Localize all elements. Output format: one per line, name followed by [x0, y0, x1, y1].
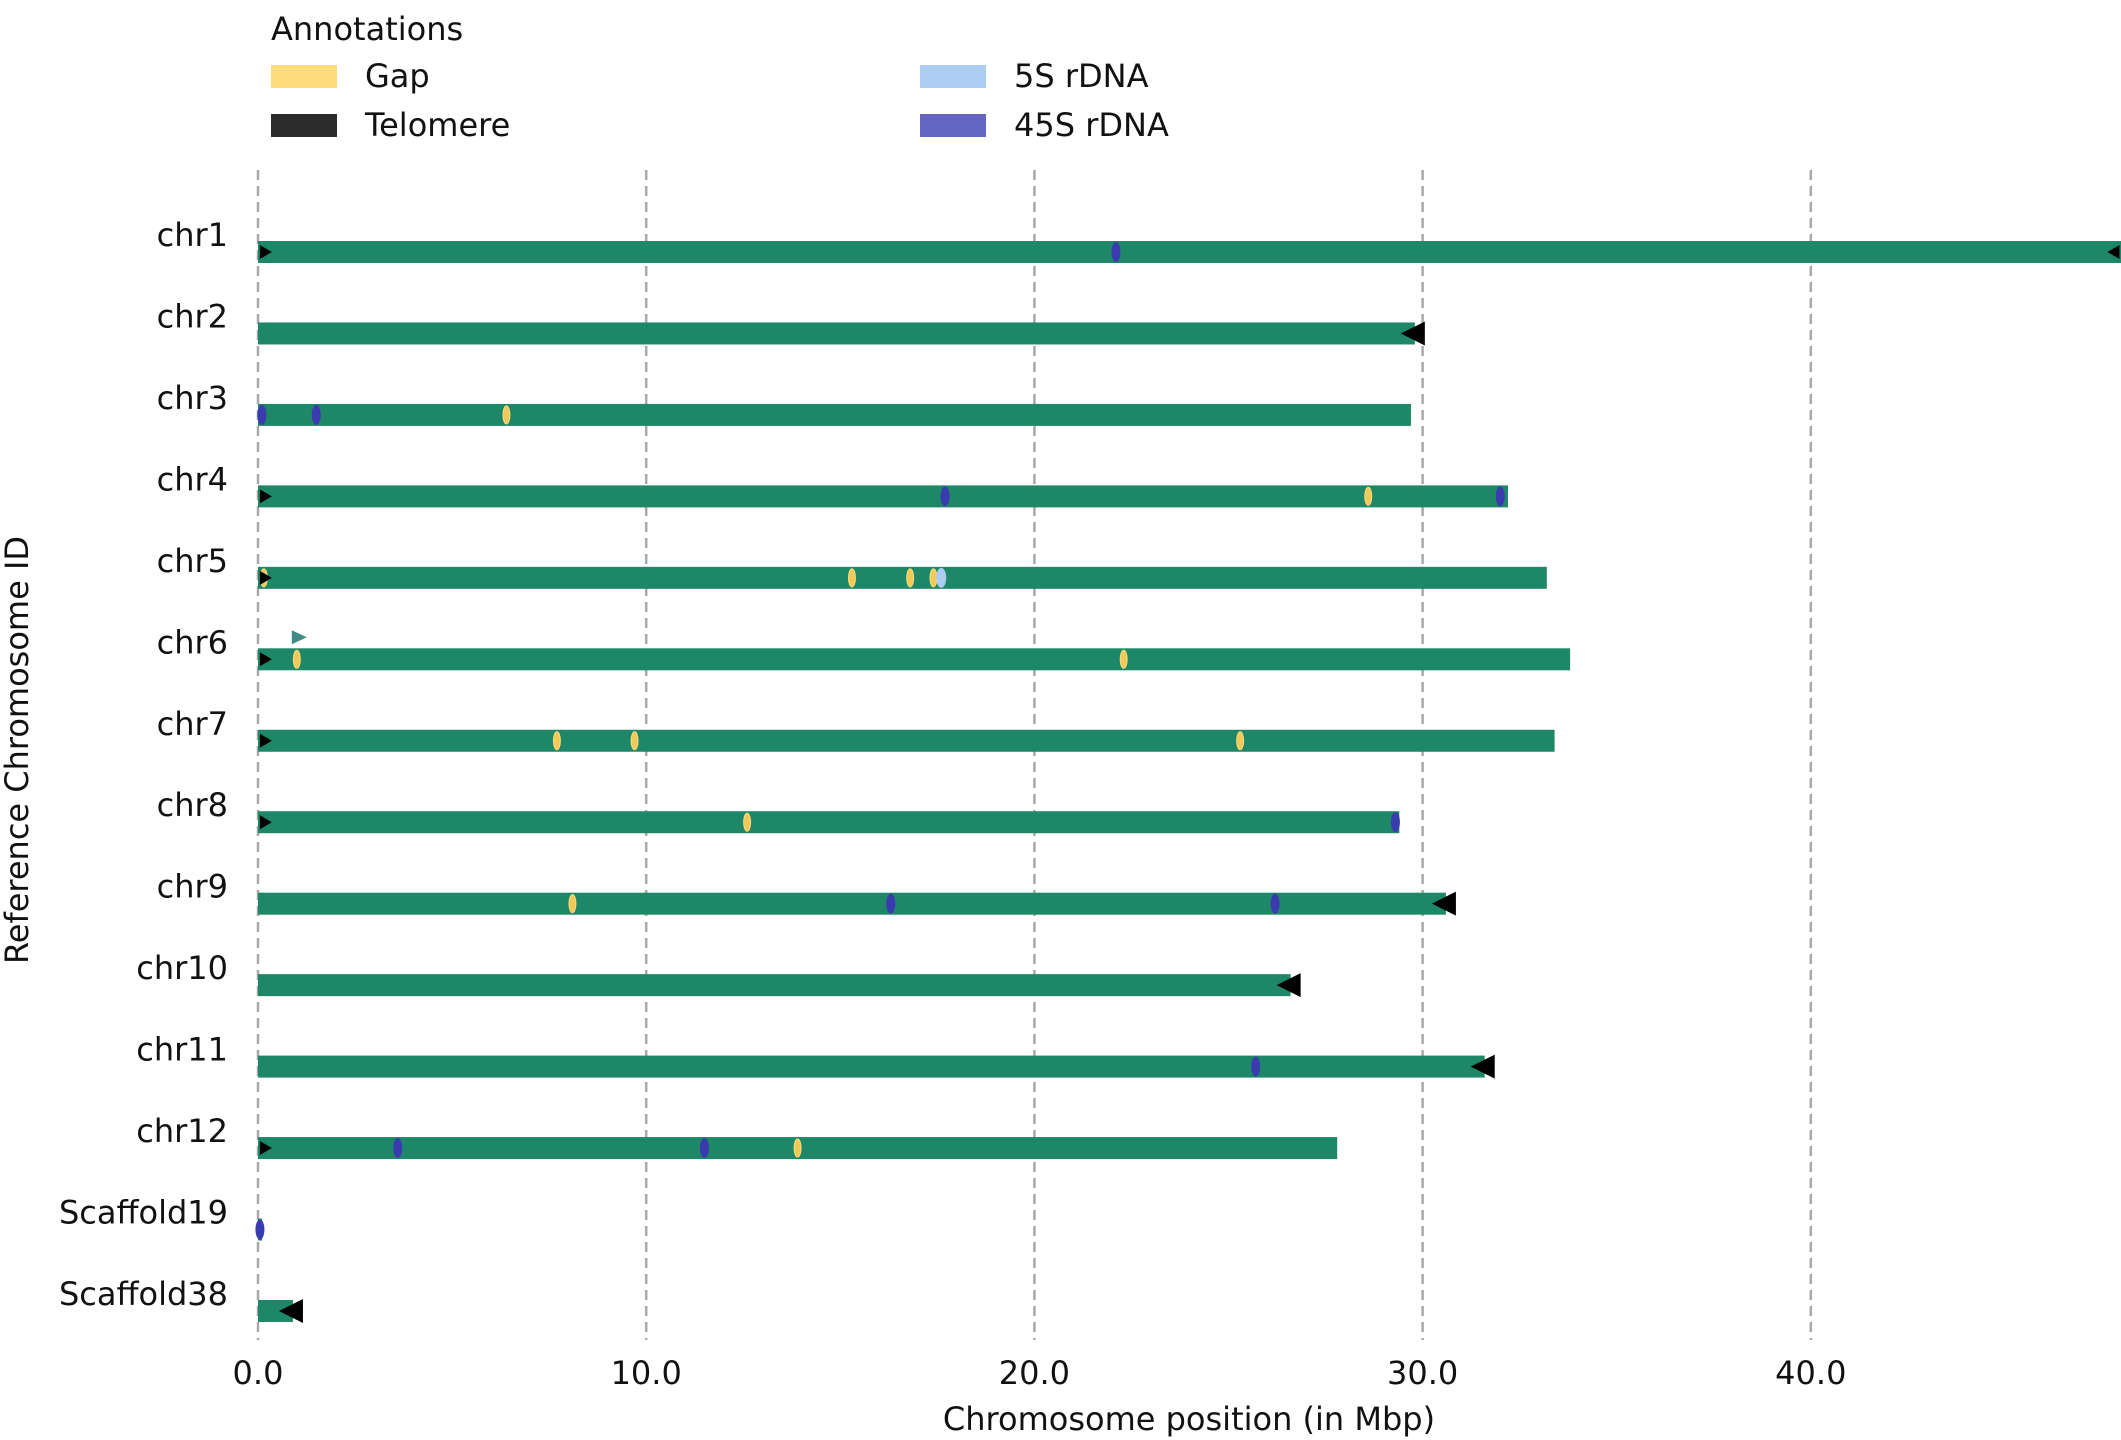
chromosome-bar — [258, 1055, 1485, 1078]
y-tick-label: chr5 — [157, 542, 228, 580]
chromosome-bar — [258, 403, 1411, 426]
x-tick-label: 30.0 — [1387, 1354, 1458, 1392]
chromosome-bar — [258, 566, 1547, 589]
rdna-45s-mark — [699, 1138, 709, 1159]
gap-mark — [1236, 731, 1245, 751]
chromosome-bar — [258, 1299, 293, 1322]
telomere-marker — [259, 733, 272, 748]
rdna-45s-mark — [886, 893, 896, 914]
legend-swatch-45s-rdna — [920, 114, 986, 137]
rdna-45s-mark — [1111, 242, 1121, 262]
chromosome-bar — [258, 322, 1415, 345]
telomere-marker — [1276, 973, 1301, 998]
chromosome-bar — [258, 648, 1571, 671]
telomere-marker — [1470, 1054, 1495, 1079]
legend: Annotations Gap Telomere 5S rDNA 45S rDNA — [271, 10, 1169, 144]
rdna-45s-mark — [1251, 1056, 1261, 1077]
chromosome-bar — [258, 974, 1291, 997]
chromosome-bars — [258, 241, 2121, 1322]
gap-mark — [1119, 649, 1128, 669]
legend-label: 5S rDNA — [1014, 57, 1149, 95]
chromosome-bar — [258, 729, 1555, 752]
chromosome-bar — [258, 485, 1509, 508]
y-tick-label: chr1 — [157, 216, 228, 254]
gap-mark — [906, 568, 915, 588]
legend-title: Annotations — [271, 10, 463, 48]
x-tick-label: 10.0 — [611, 1354, 682, 1392]
rdna-45s-mark — [1495, 486, 1505, 507]
gap-mark — [552, 731, 561, 751]
grid-lines — [256, 170, 1813, 1340]
gap-mark — [630, 731, 639, 751]
chromosome-bar — [258, 241, 2121, 263]
telomere-marker — [259, 652, 272, 667]
gap-mark — [793, 1138, 802, 1158]
legend-label: 45S rDNA — [1014, 106, 1169, 144]
legend-label: Telomere — [364, 106, 510, 144]
chromosome-bar — [258, 811, 1400, 834]
y-tick-label: chr12 — [136, 1112, 228, 1150]
y-tick-label: chr2 — [157, 297, 228, 335]
telomere-marker — [259, 489, 272, 504]
rdna-45s-mark — [393, 1138, 403, 1159]
rdna-45s-mark — [1390, 812, 1400, 833]
x-tick-label: 0.0 — [233, 1354, 284, 1392]
gap-mark — [929, 568, 938, 588]
rdna-45s-mark — [1270, 893, 1280, 914]
gap-mark — [743, 812, 752, 832]
y-tick-label: chr9 — [157, 868, 228, 906]
legend-swatch-gap — [271, 65, 337, 88]
x-tick-labels: 0.0 10.0 20.0 30.0 40.0 — [233, 1354, 1847, 1392]
telomere-marker — [1431, 891, 1456, 916]
y-tick-label: chr8 — [157, 786, 228, 824]
y-tick-labels: chr1 chr2 chr3 chr4 chr5 chr6 chr7 chr8 chr9 chr1… — [59, 216, 228, 1313]
gap-mark — [847, 568, 856, 588]
telomere-marker — [278, 1298, 303, 1323]
legend-label: Gap — [365, 57, 430, 95]
legend-swatch-telomere — [271, 114, 337, 137]
legend-swatch-5s-rdna — [920, 65, 986, 88]
y-tick-label: chr7 — [157, 705, 228, 743]
rdna-45s-mark — [940, 486, 950, 507]
y-tick-label: Scaffold38 — [59, 1275, 228, 1313]
gap-mark — [502, 405, 511, 425]
chromosome-bar — [258, 892, 1446, 915]
x-tick-label: 40.0 — [1775, 1354, 1846, 1392]
y-axis-label: Reference Chromosome ID — [0, 536, 36, 964]
telomere-marker — [259, 570, 272, 585]
telomere-marker — [259, 815, 272, 830]
y-tick-label: chr6 — [157, 623, 228, 661]
gap-mark — [292, 649, 301, 669]
y-tick-label: chr10 — [136, 949, 228, 987]
y-tick-label: chr3 — [157, 379, 228, 417]
y-tick-label: chr11 — [136, 1031, 228, 1069]
feature-markers — [255, 242, 2120, 1323]
gap-mark — [1364, 486, 1373, 506]
direction-marker — [291, 630, 307, 645]
rdna-45s-mark — [257, 404, 267, 425]
gap-mark — [568, 894, 577, 914]
y-tick-label: chr4 — [157, 460, 228, 498]
rdna-45s-mark — [255, 1219, 265, 1240]
telomere-marker — [259, 1141, 272, 1156]
rdna-5s-mark — [936, 567, 947, 588]
telomere-marker — [2107, 245, 2120, 259]
telomere-marker — [1400, 321, 1425, 346]
rdna-45s-mark — [311, 404, 321, 425]
x-axis-label: Chromosome position (in Mbp) — [943, 1400, 1435, 1438]
y-tick-label: Scaffold19 — [59, 1194, 228, 1232]
telomere-marker — [259, 245, 272, 259]
x-tick-label: 20.0 — [999, 1354, 1070, 1392]
